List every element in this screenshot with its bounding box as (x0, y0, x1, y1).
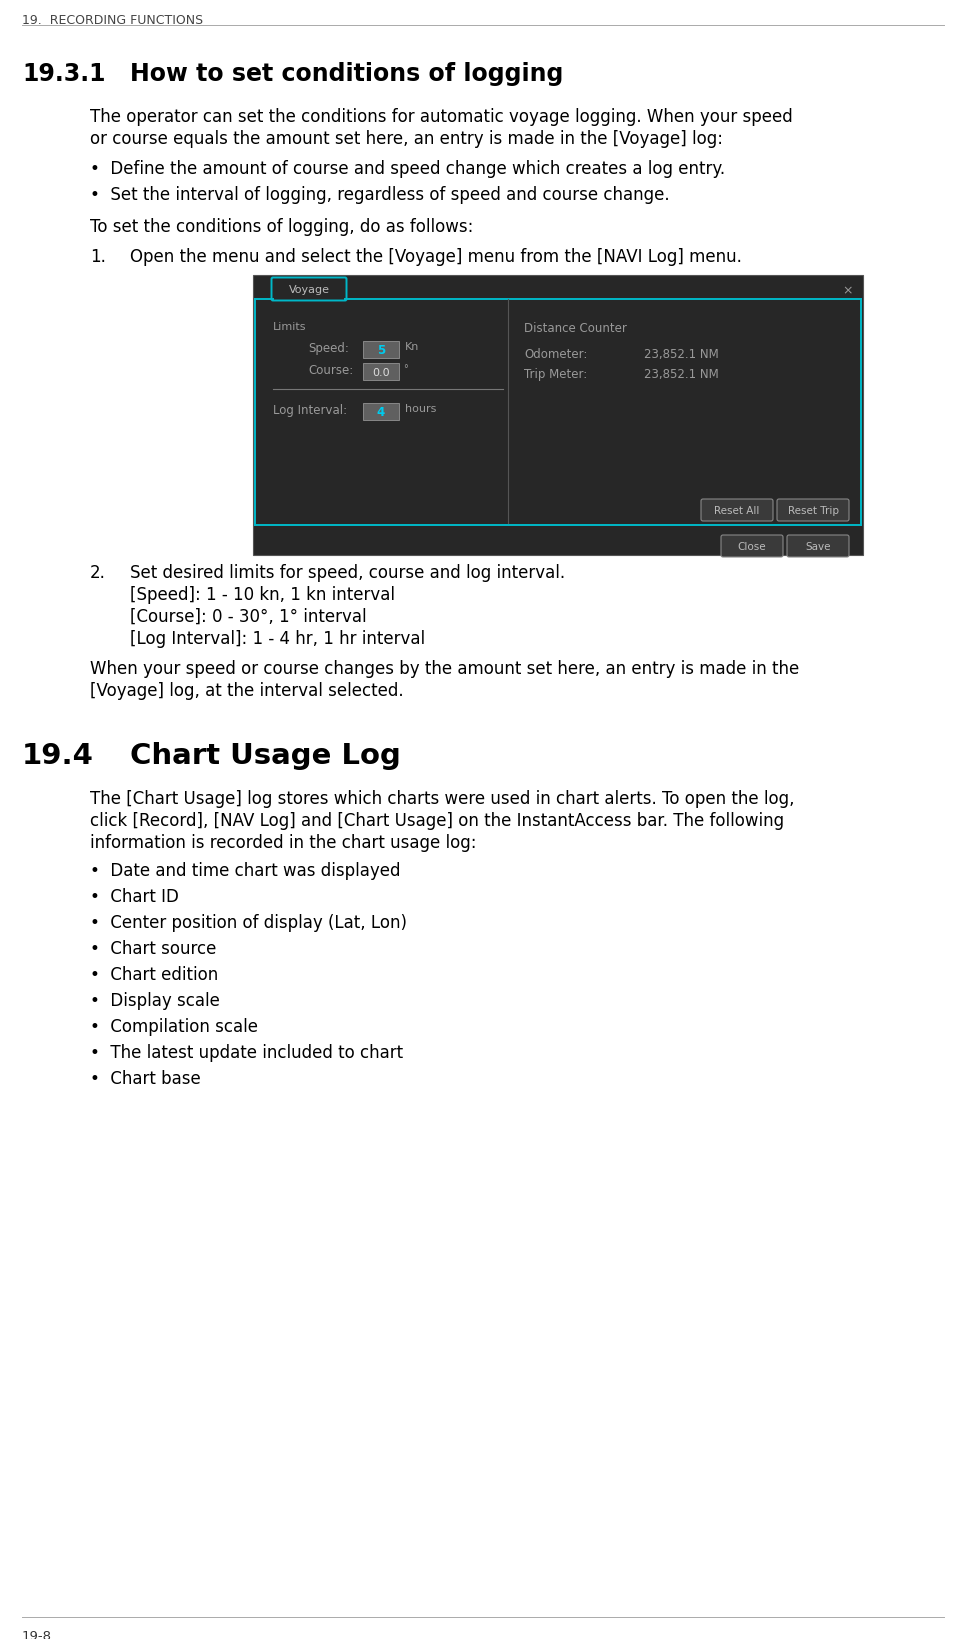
Text: •  Date and time chart was displayed: • Date and time chart was displayed (90, 862, 401, 880)
Text: To set the conditions of logging, do as follows:: To set the conditions of logging, do as … (90, 218, 473, 236)
Text: 0.0: 0.0 (372, 367, 390, 377)
Text: °: ° (403, 364, 408, 374)
Text: Limits: Limits (273, 321, 306, 331)
Text: 2.: 2. (90, 564, 106, 582)
FancyBboxPatch shape (363, 343, 399, 359)
Text: 23,852.1 NM: 23,852.1 NM (644, 347, 719, 361)
Text: 4: 4 (377, 406, 385, 418)
Text: 19-8: 19-8 (22, 1629, 52, 1639)
Text: 23,852.1 NM: 23,852.1 NM (644, 367, 719, 380)
Text: Log Interval:: Log Interval: (273, 403, 347, 416)
Text: click [Record], [NAV Log] and [Chart Usage] on the InstantAccess bar. The follow: click [Record], [NAV Log] and [Chart Usa… (90, 811, 784, 829)
Text: •  Chart source: • Chart source (90, 939, 216, 957)
FancyBboxPatch shape (787, 536, 849, 557)
Text: Trip Meter:: Trip Meter: (524, 367, 587, 380)
Text: [Speed]: 1 - 10 kn, 1 kn interval: [Speed]: 1 - 10 kn, 1 kn interval (130, 585, 395, 603)
Text: •  Chart ID: • Chart ID (90, 887, 179, 905)
Text: How to set conditions of logging: How to set conditions of logging (130, 62, 563, 85)
Text: Reset All: Reset All (714, 506, 759, 516)
FancyBboxPatch shape (721, 536, 783, 557)
Text: The operator can set the conditions for automatic voyage logging. When your spee: The operator can set the conditions for … (90, 108, 793, 126)
Text: Distance Counter: Distance Counter (524, 321, 627, 334)
FancyBboxPatch shape (363, 403, 399, 421)
Text: 5: 5 (377, 344, 385, 357)
Text: •  Define the amount of course and speed change which creates a log entry.: • Define the amount of course and speed … (90, 161, 725, 179)
Text: [Course]: 0 - 30°, 1° interval: [Course]: 0 - 30°, 1° interval (130, 608, 367, 626)
Text: Close: Close (738, 541, 766, 552)
Text: 19.3.1: 19.3.1 (22, 62, 105, 85)
Text: •  Display scale: • Display scale (90, 992, 220, 1010)
FancyBboxPatch shape (363, 364, 399, 380)
Text: Voyage: Voyage (289, 285, 329, 295)
Text: •  Center position of display (Lat, Lon): • Center position of display (Lat, Lon) (90, 913, 407, 931)
Text: •  Set the interval of logging, regardless of speed and course change.: • Set the interval of logging, regardles… (90, 185, 669, 203)
Text: Reset Trip: Reset Trip (787, 506, 838, 516)
Text: •  Chart edition: • Chart edition (90, 965, 218, 983)
Text: [Log Interval]: 1 - 4 hr, 1 hr interval: [Log Interval]: 1 - 4 hr, 1 hr interval (130, 629, 425, 647)
FancyBboxPatch shape (701, 500, 773, 521)
Text: 1.: 1. (90, 247, 106, 266)
Text: •  The latest update included to chart: • The latest update included to chart (90, 1044, 403, 1062)
Text: information is recorded in the chart usage log:: information is recorded in the chart usa… (90, 834, 476, 852)
FancyBboxPatch shape (271, 279, 347, 302)
Text: Open the menu and select the [Voyage] menu from the [NAVI Log] menu.: Open the menu and select the [Voyage] me… (130, 247, 742, 266)
Text: •  Chart base: • Chart base (90, 1069, 201, 1087)
Text: [Voyage] log, at the interval selected.: [Voyage] log, at the interval selected. (90, 682, 404, 700)
Text: The [Chart Usage] log stores which charts were used in chart alerts. To open the: The [Chart Usage] log stores which chart… (90, 790, 794, 808)
Text: or course equals the amount set here, an entry is made in the [Voyage] log:: or course equals the amount set here, an… (90, 129, 723, 148)
Text: Course:: Course: (308, 364, 354, 377)
Text: ×: × (842, 284, 853, 297)
Text: When your speed or course changes by the amount set here, an entry is made in th: When your speed or course changes by the… (90, 659, 799, 677)
Text: 19.  RECORDING FUNCTIONS: 19. RECORDING FUNCTIONS (22, 15, 203, 26)
Text: hours: hours (405, 403, 437, 413)
FancyBboxPatch shape (253, 275, 863, 556)
Text: Speed:: Speed: (308, 343, 349, 354)
Text: •  Compilation scale: • Compilation scale (90, 1018, 258, 1036)
Text: Set desired limits for speed, course and log interval.: Set desired limits for speed, course and… (130, 564, 565, 582)
FancyBboxPatch shape (777, 500, 849, 521)
Text: Save: Save (806, 541, 831, 552)
Text: 19.4: 19.4 (22, 741, 94, 770)
Text: Odometer:: Odometer: (524, 347, 587, 361)
Text: Kn: Kn (405, 343, 419, 352)
Text: Chart Usage Log: Chart Usage Log (130, 741, 401, 770)
